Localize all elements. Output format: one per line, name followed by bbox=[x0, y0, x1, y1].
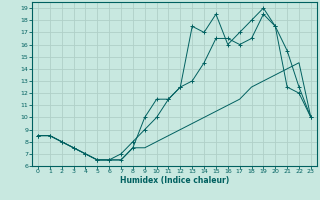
X-axis label: Humidex (Indice chaleur): Humidex (Indice chaleur) bbox=[120, 176, 229, 185]
